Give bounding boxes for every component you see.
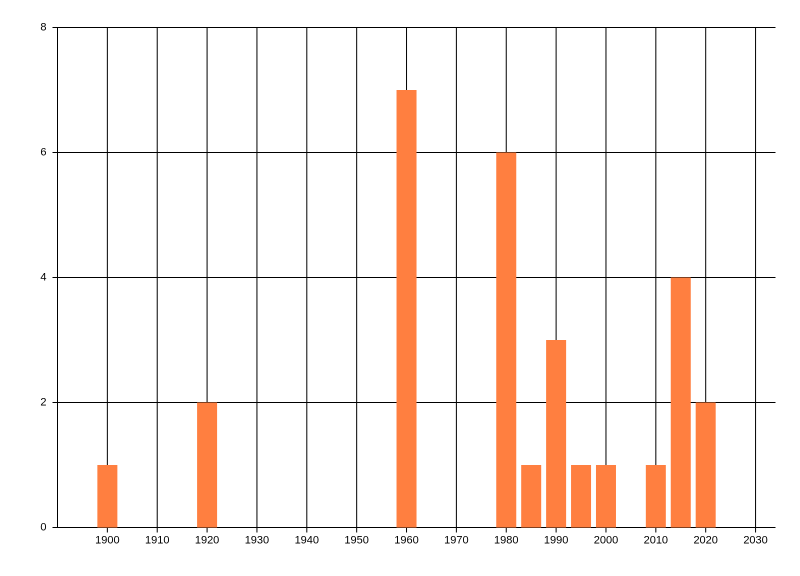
bar [197,402,218,528]
x-tick-label: 1930 [245,534,269,546]
y-tick-label: 2 [40,396,46,408]
bar [571,465,592,528]
x-tick-label: 1910 [145,534,169,546]
x-tick-label: 1970 [444,534,468,546]
y-tick-label: 4 [40,271,46,283]
x-tick-label: 1900 [95,534,119,546]
x-tick-label: 2000 [594,534,618,546]
x-tick-label: 2010 [644,534,668,546]
y-tick-label: 8 [40,21,46,33]
y-tick-label: 0 [40,521,46,533]
bar [670,277,691,528]
bar [521,465,542,528]
bar [645,465,666,528]
x-tick-label: 1960 [394,534,418,546]
y-tick-label: 6 [40,146,46,158]
x-tick-label: 1940 [295,534,319,546]
bar [496,152,517,528]
bar [546,340,567,528]
x-tick-label: 1980 [494,534,518,546]
x-tick-label: 2020 [693,534,717,546]
bar [595,465,616,528]
x-tick-label: 1950 [344,534,368,546]
bar [97,465,118,528]
x-tick-label: 1920 [195,534,219,546]
x-tick-label: 2030 [743,534,767,546]
bar [396,90,417,528]
bar [695,402,716,528]
x-tick-label: 1990 [544,534,568,546]
